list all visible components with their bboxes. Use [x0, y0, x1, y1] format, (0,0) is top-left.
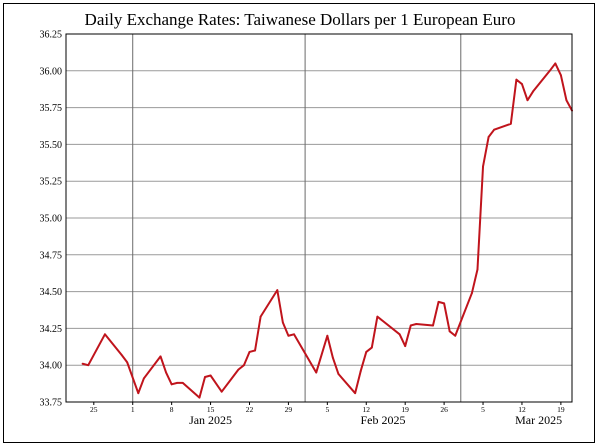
data-point: [354, 392, 357, 395]
data-point: [337, 373, 340, 375]
data-point: [559, 74, 562, 77]
data-point: [176, 381, 179, 384]
x-minor-tick-label: 19: [557, 405, 565, 414]
data-point: [281, 321, 284, 324]
data-point: [454, 334, 457, 337]
data-point: [170, 383, 173, 386]
data-point: [521, 83, 523, 85]
data-point: [376, 315, 379, 318]
x-minor-tick-label: 22: [246, 405, 254, 414]
data-point: [526, 99, 529, 102]
x-minor-tick-label: 15: [207, 405, 215, 414]
data-point: [248, 351, 251, 353]
data-point: [243, 364, 245, 367]
x-minor-tick-label: 19: [401, 405, 409, 414]
data-point: [276, 289, 279, 292]
y-tick-label: 34.75: [40, 250, 63, 261]
data-point: [443, 302, 446, 305]
series-line: [81, 62, 573, 399]
data-point: [437, 301, 440, 303]
x-minor-tick-label: 5: [325, 405, 329, 414]
x-minor-tick-label: 12: [518, 405, 526, 414]
data-point: [142, 377, 145, 380]
data-point: [204, 376, 206, 378]
data-point: [548, 69, 551, 72]
chart-frame: [3, 3, 595, 443]
chart-title: Daily Exchange Rates: Taiwanese Dollars …: [85, 10, 516, 29]
data-point: [359, 370, 362, 372]
y-tick-label: 35.25: [40, 177, 63, 188]
grid-lines: [66, 33, 572, 403]
y-tick-label: 34.25: [40, 324, 63, 335]
x-minor-tick-label: 1: [131, 405, 135, 414]
data-point: [532, 90, 534, 93]
data-point: [482, 165, 484, 168]
data-point: [293, 333, 295, 336]
data-point: [487, 136, 490, 138]
data-point: [415, 323, 418, 325]
data-point: [209, 374, 212, 377]
data-point: [137, 392, 140, 395]
data-point: [370, 346, 373, 349]
y-tick-label: 35.00: [40, 214, 63, 225]
data-point: [159, 355, 162, 358]
data-point: [471, 292, 473, 294]
data-point: [81, 362, 84, 365]
data-point: [404, 345, 407, 347]
data-point: [315, 371, 318, 374]
data-point: [259, 315, 262, 318]
x-month-label: Jan 2025: [189, 413, 232, 427]
x-minor-tick-label: 26: [440, 405, 448, 414]
data-point: [365, 351, 368, 353]
data-point: [409, 324, 412, 327]
y-tick-label: 36.00: [40, 66, 63, 77]
data-point: [493, 128, 496, 131]
x-minor-tick-label: 5: [481, 405, 485, 414]
data-point: [554, 62, 557, 65]
x-month-label: Mar 2025: [515, 413, 562, 427]
data-point: [181, 381, 184, 384]
data-point: [398, 333, 401, 336]
data-point: [448, 330, 451, 333]
data-point: [165, 371, 167, 374]
x-minor-tick-label: 29: [285, 405, 293, 414]
x-minor-tick-label: 12: [363, 405, 371, 414]
series-layer: [81, 62, 573, 399]
data-point: [254, 349, 256, 352]
y-tick-label: 34.00: [40, 361, 63, 372]
data-point: [220, 390, 223, 393]
data-point: [104, 333, 106, 336]
data-point: [565, 99, 568, 102]
y-tick-label: 35.75: [40, 103, 63, 114]
data-point: [126, 361, 129, 364]
plot-area-border: [65, 33, 573, 403]
data-point: [287, 334, 290, 337]
y-axis-ticks: 33.75 34.00 34.25 34.50 34.75 35.00 35.25 35.50…: [40, 30, 63, 409]
data-point: [87, 364, 90, 367]
data-point: [509, 122, 512, 125]
y-tick-label: 33.75: [40, 398, 63, 409]
data-point: [432, 324, 434, 327]
y-tick-label: 36.25: [40, 30, 63, 41]
x-minor-tick-label: 8: [170, 405, 174, 414]
data-point: [237, 368, 240, 371]
x-minor-tick-label: 25: [90, 405, 98, 414]
y-tick-label: 35.50: [40, 140, 63, 151]
data-point: [332, 356, 334, 359]
y-tick-label: 34.50: [40, 287, 63, 298]
data-point: [326, 334, 329, 337]
x-axis-ticks: 25 1 8 15 22 29 5 12 19 26 5 12 19 Jan 2025 Feb 2025 Ma…: [90, 402, 565, 427]
x-month-label: Feb 2025: [360, 413, 405, 427]
data-point: [476, 268, 479, 271]
data-point: [120, 353, 123, 356]
data-point: [515, 78, 518, 81]
data-point: [198, 396, 201, 399]
